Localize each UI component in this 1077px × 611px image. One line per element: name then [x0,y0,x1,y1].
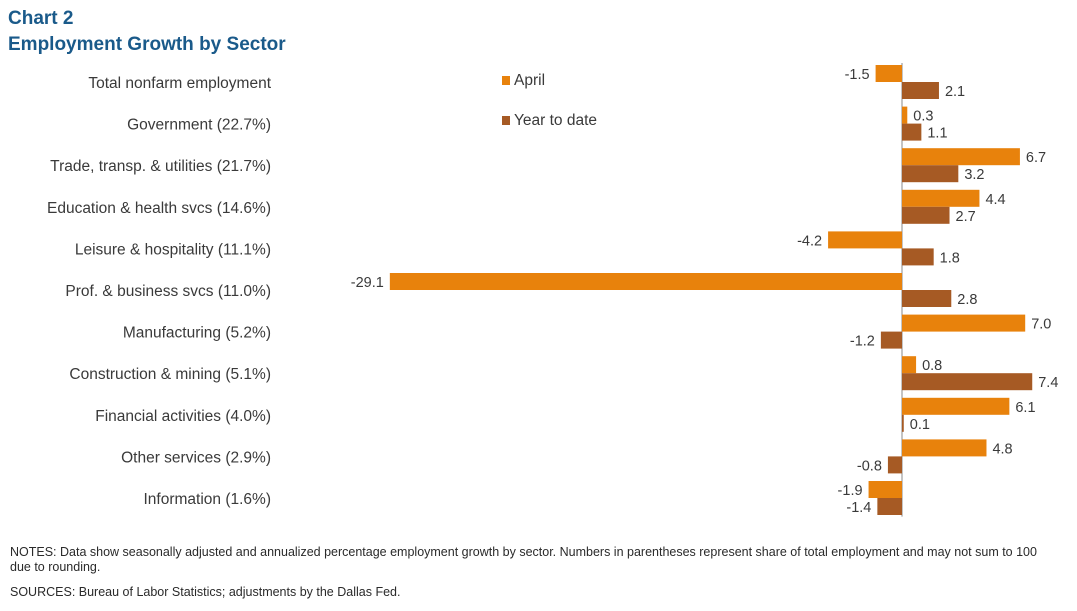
bar-chart: Total nonfarm employment -1.5 2.1 Governmen… [47,63,1058,517]
april-bar [389,273,903,290]
legend-swatch [502,116,510,125]
data-label: -1.2 [850,334,875,350]
category-label: Education & health svcs (14.6%) [47,200,271,217]
april-bar [875,65,902,82]
category-label: Other services (2.9%) [121,449,271,466]
chart-title: Employment Growth by Sector [8,34,286,55]
data-label: 2.8 [957,292,977,308]
data-label: -1.5 [845,67,870,83]
category-label: Prof. & business svcs (11.0%) [65,283,271,300]
legend-label: April [514,72,545,89]
category-label: Leisure & hospitality (11.1%) [75,241,271,258]
category-label: Financial activities (4.0%) [95,408,271,425]
april-bar [902,397,1010,415]
ytd-bar [877,498,902,515]
chart-notes: NOTES: Data show seasonally adjusted and… [10,545,1037,574]
data-label: 7.4 [1038,375,1058,391]
data-label: 7.0 [1031,317,1051,333]
chart-number: Chart 2 [8,8,74,29]
data-label: 0.1 [910,417,930,433]
ytd-bar [902,414,904,432]
april-bar [902,189,980,207]
ytd-bar [887,456,902,474]
data-label: 2.1 [945,84,965,100]
april-bar [902,148,1020,166]
april-bar [828,231,902,249]
data-label: 6.1 [1015,400,1035,416]
data-label: 0.3 [913,109,933,125]
category-label: Construction & mining (5.1%) [69,366,271,383]
category-label: Total nonfarm employment [88,75,271,92]
data-label: -1.4 [846,500,871,516]
april-bar [902,356,917,374]
ytd-bar [902,206,950,224]
ytd-bar [880,331,902,349]
data-label: -0.8 [857,458,882,474]
category-label: Information (1.6%) [144,491,272,508]
april-bar [902,314,1026,332]
legend-label: Year to date [514,112,597,129]
legend-swatch [502,76,510,85]
data-label: -1.9 [838,483,863,499]
category-label: Manufacturing (5.2%) [123,325,271,342]
ytd-bar [902,248,934,266]
chart-sources: SOURCES: Bureau of Labor Statistics; adj… [10,585,401,599]
data-label: 1.8 [940,250,960,266]
data-label: 3.2 [964,167,984,183]
april-bar [902,106,908,124]
data-label: 6.7 [1026,150,1046,166]
april-bar [868,481,902,498]
april-bar [902,439,987,457]
data-label: 0.8 [922,358,942,374]
category-label: Government (22.7%) [127,117,271,134]
ytd-bar [902,290,952,307]
ytd-bar [902,82,939,99]
category-label: Trade, transp. & utilities (21.7%) [50,158,271,175]
data-label: 4.8 [992,441,1012,457]
data-label: -29.1 [351,275,384,291]
ytd-bar [902,123,922,141]
data-label: 1.1 [927,126,947,142]
data-label: -4.2 [797,233,822,249]
ytd-bar [902,165,959,183]
data-label: 4.4 [985,192,1005,208]
ytd-bar [902,373,1033,391]
data-label: 2.7 [956,209,976,225]
